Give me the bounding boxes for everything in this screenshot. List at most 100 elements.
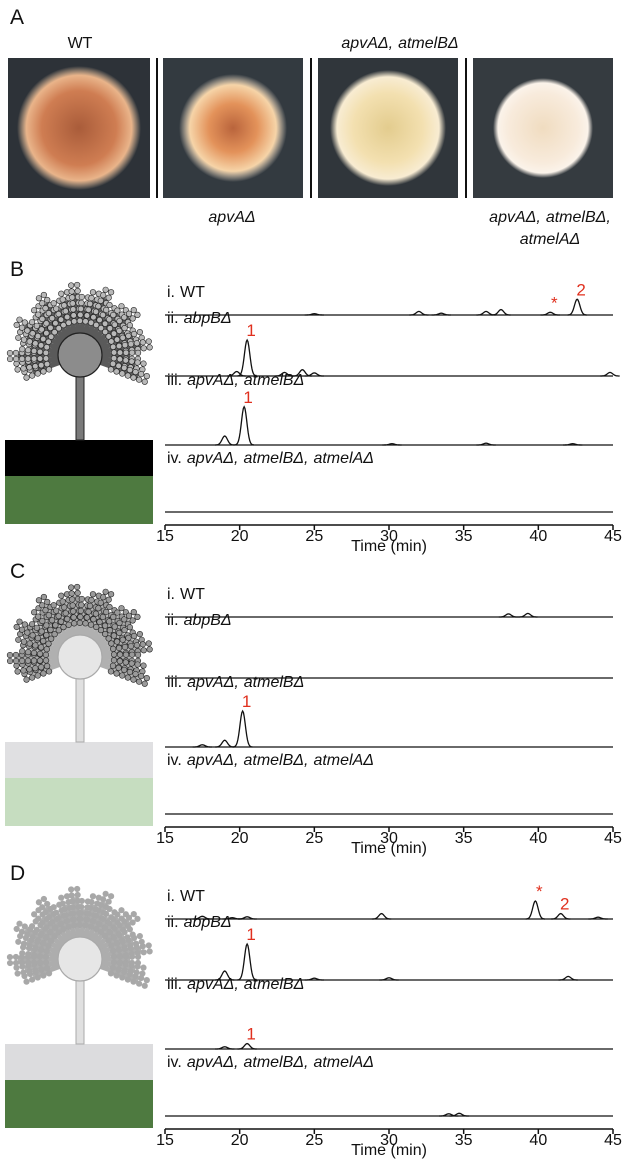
fan-bead (18, 928, 26, 935)
substrate-bottom (5, 1080, 153, 1128)
fan-bead (86, 300, 94, 307)
fan-bead (12, 355, 20, 363)
fan-bead (129, 919, 136, 926)
fan-bead (125, 936, 132, 943)
fan-bead (131, 632, 138, 640)
fan-bead (71, 318, 78, 325)
fan-bead (45, 914, 52, 921)
fan-bead (65, 621, 72, 628)
peak-label: * (551, 293, 558, 312)
fan-bead (14, 366, 21, 373)
fan-bead (121, 666, 128, 674)
fan-bead (93, 925, 100, 933)
fan-bead (42, 953, 50, 960)
fan-bead (26, 640, 33, 647)
fan-bead (14, 970, 21, 977)
fan-bead (110, 632, 118, 639)
fan-bead (78, 293, 85, 301)
fan-bead (50, 300, 57, 307)
fan-bead (130, 978, 137, 985)
fan-bead (34, 672, 41, 679)
fan-bead (29, 330, 36, 337)
fan-bead (114, 307, 121, 314)
fan-bead (64, 917, 71, 925)
fan-bead (49, 919, 56, 926)
fan-bead (121, 968, 128, 976)
fan-bead (130, 676, 137, 683)
peak (237, 916, 257, 920)
fan-bead (31, 307, 38, 314)
fan-bead (44, 598, 51, 606)
fan-bead (141, 378, 148, 385)
peak (558, 975, 578, 981)
fan-bead (45, 640, 52, 647)
fan-bead (126, 668, 133, 676)
fan-bead (45, 338, 52, 345)
peak (562, 442, 583, 446)
fan-bead (59, 598, 66, 605)
fan-bead (78, 903, 85, 911)
label-part: apvAΔ, (187, 1054, 239, 1071)
fan-bead (122, 357, 129, 364)
fan-bead (15, 334, 22, 341)
peak-label: 2 (576, 280, 585, 299)
fan-bead (30, 951, 38, 959)
fan-bead (110, 349, 118, 356)
fan-bead (136, 980, 143, 987)
fan-bead (128, 651, 136, 658)
fan-stick (39, 312, 70, 344)
fan-bead (12, 651, 20, 659)
fan-bead (26, 364, 33, 371)
fan-bead (77, 305, 84, 313)
fan-bead (136, 678, 143, 685)
fan-bead (77, 909, 84, 917)
label-part: apvAΔ, (187, 976, 239, 993)
peak (192, 744, 213, 748)
fan-bead (70, 306, 77, 313)
label-part: apvAΔ, (187, 372, 239, 389)
fan-bead (24, 629, 31, 636)
fan-bead (43, 631, 50, 639)
fan-bead (60, 926, 67, 933)
fan-bead (92, 912, 100, 919)
trace-label: i. WT (167, 284, 205, 301)
fan-bead (35, 295, 42, 302)
fan-stick (39, 614, 70, 646)
fan-bead (97, 901, 104, 908)
stem (75, 374, 85, 441)
fan-bead (70, 910, 77, 917)
fan-bead (110, 343, 117, 350)
label-part: iii. (167, 372, 182, 389)
fan-bead (116, 629, 123, 636)
fan-bead (21, 319, 28, 326)
fan-bead (109, 360, 117, 367)
fan-bead (6, 355, 14, 363)
fan-bead (69, 904, 76, 911)
fan-bead (113, 670, 120, 677)
fan-bead (125, 332, 132, 339)
fan-bead (110, 953, 118, 960)
panel-letter: C (10, 560, 25, 583)
fan-bead (55, 613, 62, 620)
fan-bead (102, 320, 109, 327)
fan-bead (113, 368, 120, 375)
fan-bead (24, 931, 31, 938)
fan-bead (102, 890, 109, 897)
fan-bead (53, 909, 60, 916)
fan-bead (97, 599, 104, 606)
peak (382, 442, 402, 446)
fan-bead (58, 894, 65, 901)
fan-bead (115, 342, 123, 350)
fan-bead (130, 911, 137, 918)
x-axis-title: Time (min) (351, 1142, 427, 1159)
peak (237, 1042, 257, 1050)
fan-bead (90, 314, 97, 321)
fan-bead (13, 623, 20, 631)
fan-bead (108, 893, 115, 900)
fan-bead (50, 904, 57, 911)
fan-bead (45, 668, 53, 675)
fan-bead (68, 892, 75, 899)
fan-bead (108, 289, 115, 296)
fan-bead (18, 657, 26, 664)
fan-bead (121, 314, 128, 321)
